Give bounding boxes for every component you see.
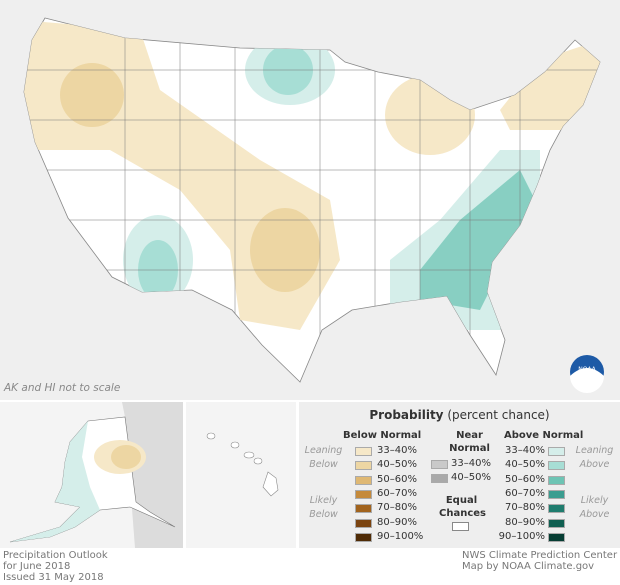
above-label: 40–50% <box>505 459 545 471</box>
map-title: Precipitation Outlook for June 2018 Issued… <box>3 550 108 583</box>
likely-below-label: Likely Below <box>309 495 338 520</box>
above-label: 70–80% <box>505 502 545 514</box>
above-swatch <box>548 447 565 456</box>
below-swatch <box>355 447 372 456</box>
alaska-map <box>9 402 183 548</box>
below-swatch <box>355 489 372 499</box>
legend-title: Probability (percent chance) <box>369 408 550 422</box>
likely-above-label: Likely Above <box>579 495 610 520</box>
hawaii-inset <box>186 402 296 548</box>
credit: NWS Climate Prediction Center Map by NOAA… <box>462 550 618 572</box>
above-swatch <box>548 504 565 514</box>
leaning-below-label: Leaning Below <box>304 445 343 470</box>
below-normal-header: Below Normal <box>343 430 422 441</box>
below-label: 70–80% <box>377 502 417 514</box>
conus-map: NOAA <box>0 0 620 400</box>
scale-note: AK and HI not to scale <box>4 382 121 394</box>
conus-map-svg: NOAA <box>23 17 604 393</box>
above-label: 60–70% <box>505 487 545 499</box>
below-swatch <box>355 461 372 471</box>
below-label: 50–60% <box>377 473 417 485</box>
legend: Probability (percent chance) Below Norma… <box>299 402 620 548</box>
above-normal-header: Above Normal <box>504 430 584 441</box>
above-swatch <box>548 475 565 485</box>
above-swatch <box>548 489 565 499</box>
below-label: 90–100% <box>377 530 424 542</box>
near-normal-header: Near Normal <box>449 430 490 454</box>
below-swatch <box>355 504 372 514</box>
equal-chances-swatch <box>452 522 469 531</box>
leaning-above-label: Leaning Above <box>575 445 614 470</box>
above-swatch <box>548 518 565 528</box>
svg-text:NOAA: NOAA <box>578 366 596 373</box>
above-swatch <box>548 532 565 542</box>
hawaii-map <box>206 432 279 497</box>
near-swatch <box>431 460 448 469</box>
noaa-logo: NOAA <box>570 355 604 393</box>
below-label: 60–70% <box>377 487 417 499</box>
above-label: 90–100% <box>498 530 545 542</box>
below-swatch <box>355 518 372 528</box>
alaska-inset <box>0 402 183 548</box>
above-label: 80–90% <box>505 516 545 528</box>
below-label: 33–40% <box>377 445 417 456</box>
equal-chances-label: Equal Chances <box>439 495 486 519</box>
above-label: 50–60% <box>505 473 545 485</box>
above-swatch <box>548 461 565 471</box>
below-label: 40–50% <box>377 459 417 471</box>
below-swatch <box>355 475 372 485</box>
below-swatch <box>355 532 372 542</box>
near-label: 33–40% <box>451 458 491 469</box>
near-swatch <box>431 474 448 484</box>
below-label: 80–90% <box>377 516 417 528</box>
above-label: 33–40% <box>505 445 545 456</box>
near-label: 40–50% <box>451 472 491 484</box>
state-lines <box>24 18 600 382</box>
